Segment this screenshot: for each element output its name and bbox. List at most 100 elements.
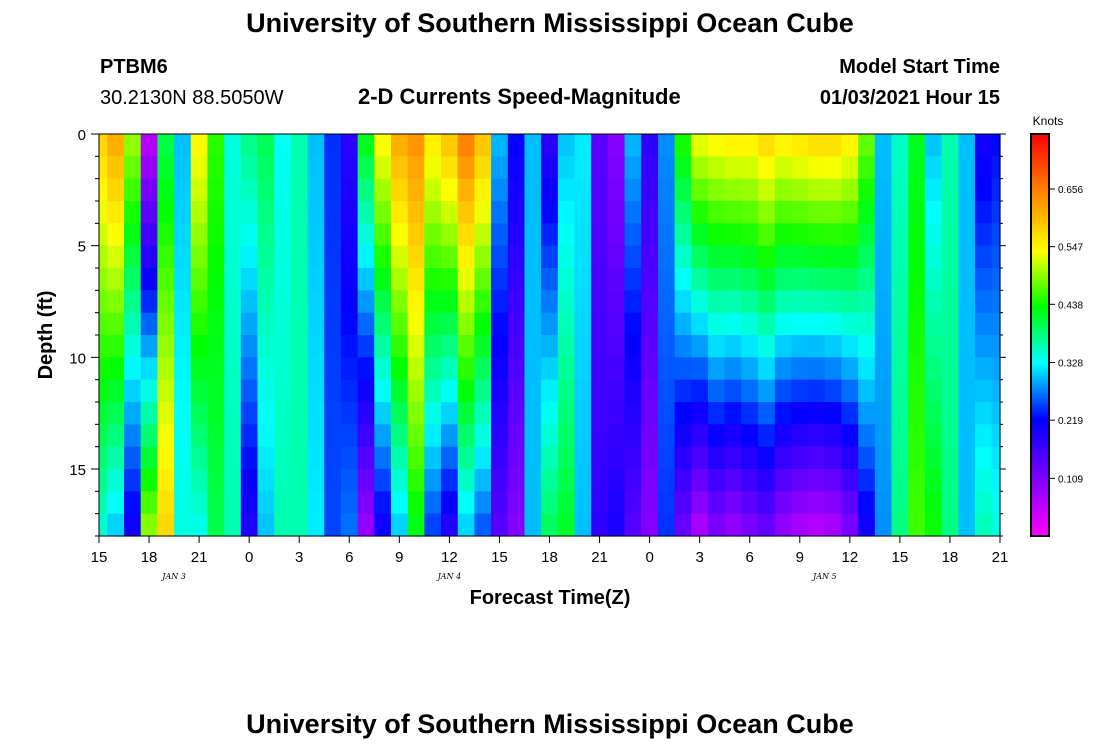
heatmap-cell [791,424,809,448]
heatmap-cell [257,335,275,358]
heatmap-cell [674,156,692,180]
y-tick-label: 0 [78,127,86,144]
heatmap-cell [557,223,576,247]
heatmap-cell [457,268,476,291]
heatmap-cell [224,134,242,157]
heatmap-cell [357,491,375,515]
heatmap-cell [624,268,642,291]
heatmap-cell [290,156,309,180]
heatmap-cell [691,290,709,314]
heatmap-cell [457,402,476,425]
heatmap-cell [124,290,142,314]
heatmap-cell [390,178,409,202]
heatmap-cell [474,491,492,515]
heatmap-cell [524,268,542,291]
heatmap-cell [758,424,776,448]
heatmap-cell [290,469,309,492]
heatmap-cell [974,245,993,269]
heatmap-cell [758,335,776,358]
heatmap-cell [257,469,275,492]
heatmap-cell [491,446,509,470]
heatmap-cell [824,178,843,202]
heatmap-cell [641,424,659,448]
heatmap-cell [908,156,926,180]
heatmap-cell [441,357,459,381]
heatmap-cell [240,379,259,403]
heatmap-cell [958,357,976,381]
heatmap-cell [390,290,409,314]
x-tick-label: 12 [441,549,458,566]
heatmap-cell [507,357,526,381]
heatmap-cell [240,402,259,425]
heatmap-cell [140,134,158,157]
heatmap-cell [858,469,876,492]
heatmap-cell [774,178,793,202]
heatmap-cell [524,290,542,314]
heatmap-cell [741,469,759,492]
heatmap-cell [791,469,809,492]
heatmap-cell [324,469,342,492]
heatmap-cell [741,156,759,180]
heatmap-cell [624,402,642,425]
heatmap-cell [891,335,909,358]
heatmap-cell [891,223,909,247]
heatmap-cell [741,335,759,358]
heatmap-cell [374,268,392,291]
heatmap-cell [774,379,793,403]
heatmap-cell [224,469,242,492]
heatmap-cell [307,379,325,403]
station-id: PTBM6 [100,56,168,78]
heatmap-cell [157,469,175,492]
heatmap-cell [374,134,392,157]
heatmap-cell [207,178,225,202]
heatmap-cell [991,268,1001,291]
heatmap-cell [99,335,108,358]
heatmap-cell [724,379,742,403]
heatmap-cell [691,379,709,403]
heatmap-cell [224,446,242,470]
heatmap-cell [824,201,843,224]
heatmap-cell [874,223,893,247]
heatmap-cell [674,201,692,224]
heatmap-cell [591,223,609,247]
heatmap-cell [541,335,559,358]
heatmap-cell [891,513,909,537]
heatmap-cell [107,491,125,515]
heatmap-cell [858,245,876,269]
heatmap-cell [457,424,476,448]
heatmap-cell [724,134,742,157]
heatmap-cell [958,290,976,314]
heatmap-cell [307,134,325,157]
heatmap-cell [624,491,642,515]
heatmap-cell [641,469,659,492]
heatmap-cell [557,290,576,314]
heatmap-cell [958,201,976,224]
heatmap-cell [107,245,125,269]
heatmap-cell [274,201,292,224]
heatmap-cell [340,335,359,358]
heatmap-cell [124,469,142,492]
heatmap-cell [941,201,959,224]
heatmap-cell [908,290,926,314]
heatmap-cell [524,335,542,358]
heatmap-cell [324,513,342,537]
heatmap-cell [307,513,325,537]
heatmap-cell [257,379,275,403]
heatmap-cell [424,491,442,515]
x-tick-label: 15 [892,549,909,566]
heatmap-cell [607,268,626,291]
heatmap-cell [908,402,926,425]
heatmap-cell [407,335,425,358]
heatmap-cell [858,134,876,157]
heatmap-cell [924,402,943,425]
heatmap-cell [824,223,843,247]
heatmap-cell [290,357,309,381]
heatmap-cell [708,357,726,381]
heatmap-cell [557,201,576,224]
heatmap-cell [758,268,776,291]
heatmap-cell [324,491,342,515]
heatmap-cell [140,424,158,448]
heatmap-cell [674,424,692,448]
heatmap-cell [941,178,959,202]
heatmap-cell [507,469,526,492]
